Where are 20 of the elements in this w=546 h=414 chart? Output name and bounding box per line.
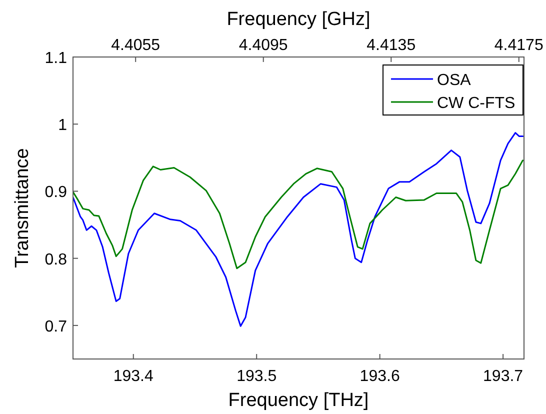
legend-label: CW C-FTS bbox=[437, 95, 516, 112]
x-axis-title: Frequency [THz] bbox=[228, 390, 369, 411]
y-tick-label: 1 bbox=[58, 117, 68, 134]
line-series bbox=[73, 132, 524, 327]
x-tick-label: 193.5 bbox=[236, 368, 277, 385]
y-tick-label: 0.7 bbox=[44, 318, 68, 336]
x2-tick-label: 4.4095 bbox=[238, 37, 288, 54]
x-tick-label: 193.7 bbox=[483, 368, 524, 385]
x2-tick-label: 4.4135 bbox=[366, 37, 416, 54]
x2-axis-title: Frequency [GHz] bbox=[226, 9, 370, 30]
legend-label: OSA bbox=[437, 72, 472, 89]
x2-tick-label: 4.4175 bbox=[494, 37, 544, 54]
y-tick-label: 0.8 bbox=[44, 251, 68, 268]
y-tick-label: 1.1 bbox=[44, 50, 68, 67]
x-tick-label: 193.6 bbox=[360, 368, 400, 385]
line-series bbox=[73, 160, 524, 270]
y-tick-label: 0.9 bbox=[44, 184, 68, 202]
y-axis-title: Transmittance bbox=[12, 148, 33, 268]
x-tick-label: 193.4 bbox=[113, 368, 154, 385]
x2-tick-label: 4.4055 bbox=[111, 37, 160, 54]
